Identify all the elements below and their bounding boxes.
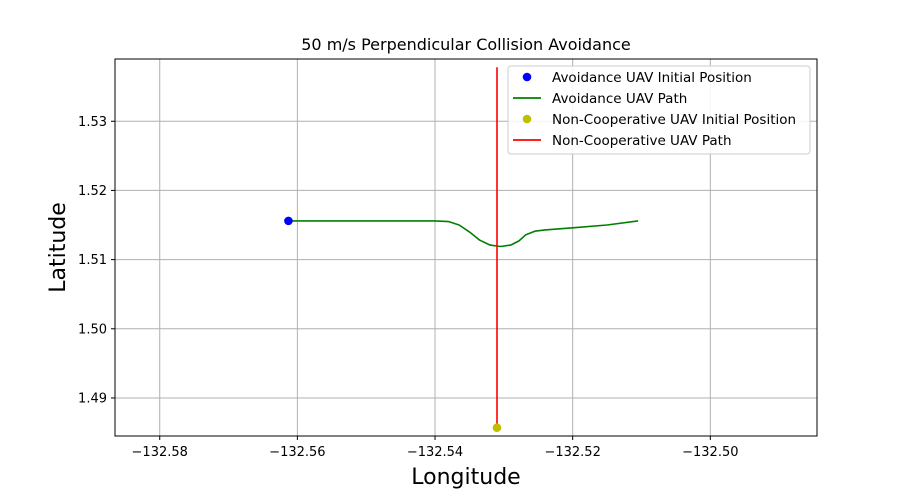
chart-title: 50 m/s Perpendicular Collision Avoidance <box>301 35 630 54</box>
y-tick-label: 1.51 <box>78 253 107 268</box>
legend-marker <box>522 72 532 82</box>
legend-label: Avoidance UAV Path <box>552 91 687 107</box>
data-point-avoidance-uav-initial-position <box>284 216 293 226</box>
series-line-avoidance-uav-path <box>288 220 639 248</box>
axis-ticks: −132.58 −132.56 −132.54 −132.52 −132.50 1.49 1… <box>78 115 738 460</box>
y-axis-label: Latitude <box>46 202 71 293</box>
legend-marker <box>522 114 532 124</box>
x-tick-label: −132.50 <box>682 445 738 460</box>
legend-label: Avoidance UAV Initial Position <box>552 70 752 86</box>
x-tick-label: −132.54 <box>407 445 463 460</box>
x-axis-label: Longitude <box>411 465 520 490</box>
x-tick-label: −132.58 <box>132 445 188 460</box>
legend-box <box>507 65 811 155</box>
plot-frame <box>114 58 818 437</box>
plot-series <box>284 67 639 432</box>
legend: Avoidance UAV Initial Position Avoidance … <box>507 65 811 155</box>
legend-label: Non-Cooperative UAV Path <box>552 133 732 149</box>
x-tick-label: −132.52 <box>544 445 600 460</box>
legend-label: Non-Cooperative UAV Initial Position <box>552 112 796 128</box>
y-tick-label: 1.52 <box>78 184 107 199</box>
y-tick-label: 1.50 <box>78 322 107 337</box>
x-tick-label: −132.56 <box>269 445 325 460</box>
y-tick-label: 1.53 <box>78 115 107 130</box>
y-tick-label: 1.49 <box>78 391 107 406</box>
data-point-non-cooperative-uav-initial-position <box>492 423 502 432</box>
